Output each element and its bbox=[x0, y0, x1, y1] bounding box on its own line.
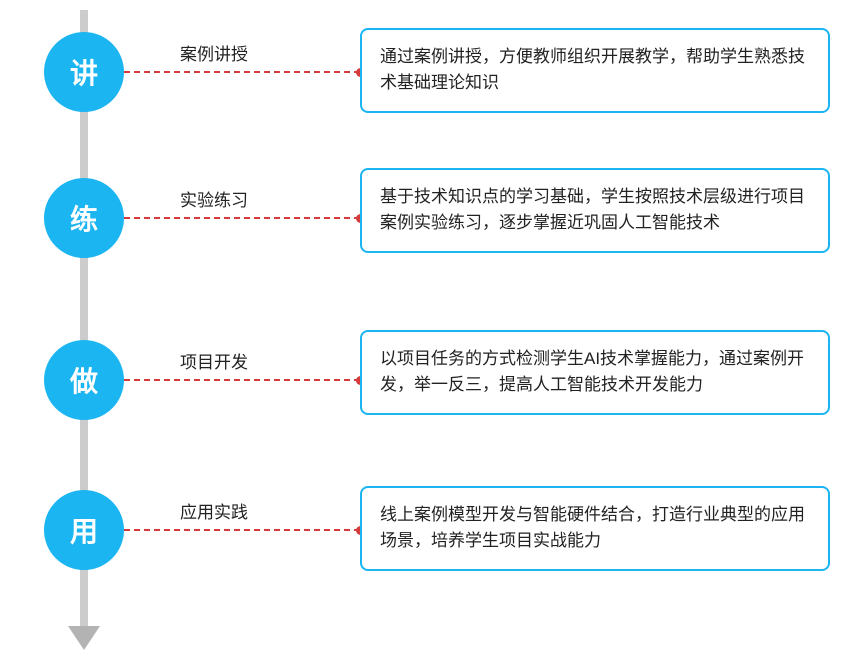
stage-circle-3: 做 bbox=[44, 340, 124, 420]
timeline-arrow-head bbox=[68, 626, 100, 650]
description-box-2: 基于技术知识点的学习基础，学生按照技术层级进行项目案例实验练习，逐步掌握近巩固人… bbox=[360, 168, 830, 253]
connector-label-3: 项目开发 bbox=[180, 348, 248, 373]
connector-dash-3 bbox=[124, 379, 360, 381]
connector-label-2: 实验练习 bbox=[180, 186, 248, 211]
description-box-3: 以项目任务的方式检测学生AI技术掌握能力，通过案例开发，举一反三，提高人工智能技… bbox=[360, 330, 830, 415]
connector-dash-4 bbox=[124, 529, 360, 531]
connector-label-1: 案例讲授 bbox=[180, 40, 248, 65]
description-box-4: 线上案例模型开发与智能硬件结合，打造行业典型的应用场景，培养学生项目实战能力 bbox=[360, 486, 830, 571]
stage-circle-2: 练 bbox=[44, 178, 124, 258]
description-box-1: 通过案例讲授，方便教师组织开展教学，帮助学生熟悉技术基础理论知识 bbox=[360, 28, 830, 113]
connector-dash-2 bbox=[124, 217, 360, 219]
connector-label-4: 应用实践 bbox=[180, 498, 248, 523]
connector-dash-1 bbox=[124, 71, 360, 73]
stage-circle-1: 讲 bbox=[44, 32, 124, 112]
stage-circle-4: 用 bbox=[44, 490, 124, 570]
